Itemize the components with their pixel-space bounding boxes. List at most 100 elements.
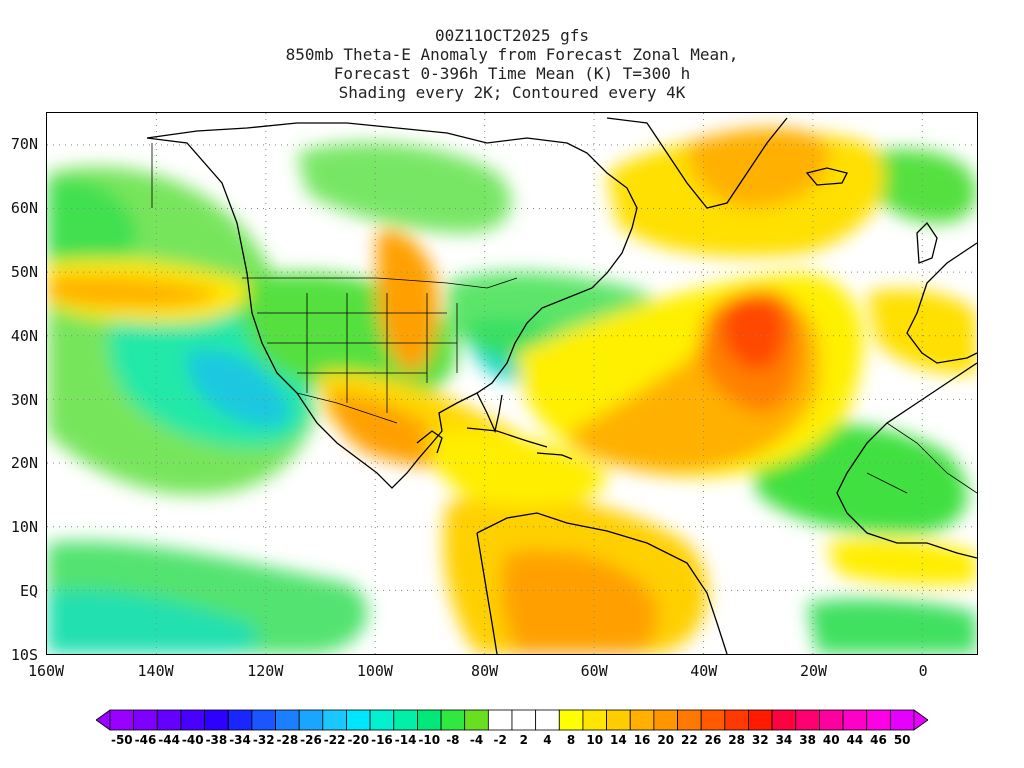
y-tick-label: 10S: [10, 646, 38, 664]
colorbar-label: 22: [680, 733, 698, 747]
shade-greenland-orange: [687, 128, 829, 208]
colorbar-label: 40: [822, 733, 840, 747]
colorbar-swatch: [653, 709, 678, 731]
colorbar-label: -14: [394, 733, 417, 747]
political-borders: [151, 143, 977, 494]
coast-yucatan: [416, 430, 443, 454]
colorbar-swatch: [582, 709, 607, 731]
colorbar-swatch: [629, 709, 655, 731]
coast-greenland: [606, 117, 788, 209]
coast-south-america: [476, 512, 728, 654]
shade-central-us-orange: [377, 230, 439, 374]
colorbar-swatch: [227, 709, 253, 731]
colorbar-label: -32: [252, 733, 275, 747]
colorbar-label: -44: [158, 733, 180, 747]
colorbar-label: 14: [610, 733, 627, 747]
coast-north-america: [146, 122, 638, 489]
colorbar-label: 16: [633, 733, 651, 747]
shade-iberia-yellow: [867, 289, 977, 374]
colorbar-swatch: [109, 709, 135, 731]
colorbar-label: -46: [134, 733, 157, 747]
colorbar-label: 10: [586, 733, 604, 747]
colorbar-label: -2: [493, 733, 507, 747]
shade-pacific-northwest-green: [47, 180, 137, 277]
border-state-lines: [257, 293, 458, 413]
colorbar-swatch: [842, 709, 868, 731]
shade-atlantic-red-core: [721, 294, 786, 371]
colorbar-swatch: [700, 709, 726, 731]
colorbar-swatch: [346, 709, 371, 731]
colorbar-label: 50: [893, 733, 911, 747]
colorbar-swatch: [133, 709, 158, 731]
shade-caribbean-yellow: [427, 430, 607, 507]
shade-canada-green: [297, 142, 512, 233]
colorbar-label: 4: [543, 733, 552, 747]
title-line-2: 850mb Theta-E Anomaly from Forecast Zona…: [285, 45, 739, 64]
colorbar-swatch: [889, 709, 915, 731]
y-tick-label: EQ: [19, 582, 38, 601]
x-tick-label: 100W: [356, 662, 393, 680]
coast-iceland: [805, 167, 848, 186]
shade-south-america-orange: [501, 550, 658, 654]
colorbar-label: 28: [728, 733, 745, 747]
colorbar-label: -20: [347, 733, 370, 747]
y-tick-label: 40N: [10, 326, 38, 345]
colorbar-swatch: [393, 709, 418, 731]
anomaly-map: [47, 113, 977, 654]
x-tick-label: 140W: [137, 662, 174, 680]
map-panel: [46, 112, 978, 655]
shade-eq-atlantic-green: [807, 598, 977, 654]
colorbar-label: -4: [469, 733, 484, 747]
colorbar-swatch: [606, 709, 631, 731]
colorbar-label: -10: [418, 733, 441, 747]
y-tick-label: 30N: [10, 390, 38, 409]
colorbar-swatch: [819, 709, 844, 731]
colorbar-swatch: [464, 709, 489, 731]
coast-europe: [906, 242, 977, 364]
x-tick-label: 0: [918, 662, 928, 680]
title-line-4: Shading every 2K; Contoured every 4K: [338, 83, 686, 102]
colorbar-label: 32: [751, 733, 769, 747]
colorbar-swatch: [440, 709, 466, 731]
lat-lon-grid: [47, 113, 977, 654]
colorbar-swatch: [417, 709, 442, 731]
shade-eq-pacific-cyan: [47, 590, 260, 654]
colorbar-label: -38: [205, 733, 228, 747]
colorbar-swatch: [558, 709, 584, 731]
colorbar-label: -40: [181, 733, 204, 747]
colorbar-label: 2: [519, 733, 528, 747]
colorbar-label: 8: [566, 733, 576, 747]
colorbar-swatch: [866, 709, 891, 731]
colorbar-swatch: [771, 709, 797, 731]
colorbar-swatch: [795, 709, 820, 731]
y-tick-label: 20N: [10, 454, 38, 473]
colorbar-swatch: [724, 709, 749, 731]
y-tick-label: 70N: [10, 134, 38, 153]
colorbar-label: 26: [704, 733, 722, 747]
colorbar-label: -34: [229, 733, 251, 747]
colorbar: [96, 709, 928, 731]
colorbar-label: -22: [323, 733, 346, 747]
colorbar-swatch: [275, 709, 300, 731]
coast-cuba: [466, 427, 548, 448]
colorbar-label: -50: [110, 733, 133, 747]
shade-pacific-orange-band: [47, 276, 217, 308]
border-africa-west: [866, 422, 977, 494]
colorbar-label: -26: [300, 733, 322, 747]
x-tick-label: 20W: [799, 662, 828, 680]
y-tick-label: 10N: [10, 518, 38, 537]
colorbar-swatch: [180, 709, 205, 731]
colorbar-swatch: [535, 709, 560, 731]
colorbar-label: 46: [870, 733, 887, 747]
border-us-mexico: [296, 392, 398, 424]
colorbar-label: -28: [276, 733, 299, 747]
x-tick-label: 160W: [27, 662, 65, 680]
anomaly-shading: [47, 128, 977, 654]
y-tick-label: 60N: [10, 198, 38, 217]
colorbar-label: 20: [657, 733, 675, 747]
colorbar-swatch: [251, 709, 276, 731]
colorbar-label: -8: [446, 733, 460, 747]
colorbar-swatch: [369, 709, 395, 731]
shade-east-atlantic-yellow: [827, 538, 977, 585]
colorbar-left-arrow: [96, 709, 111, 731]
